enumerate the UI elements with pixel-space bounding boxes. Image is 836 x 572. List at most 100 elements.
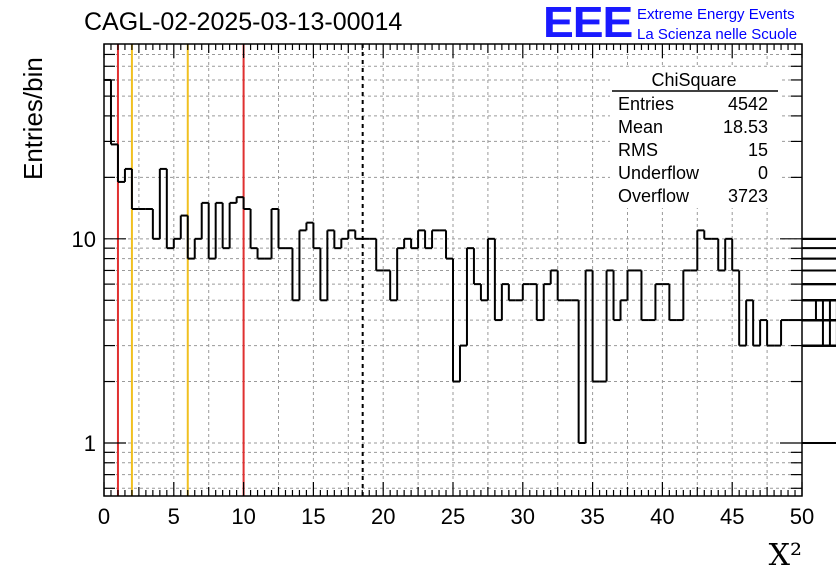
stats-row-value: 18.53 bbox=[723, 117, 768, 137]
x-tick-label: 20 bbox=[371, 504, 395, 529]
histogram-bin bbox=[612, 270, 621, 322]
x-tick-label: 45 bbox=[720, 504, 744, 529]
histogram-bin bbox=[235, 196, 244, 203]
histogram-bin bbox=[724, 237, 733, 271]
histogram-bin bbox=[802, 283, 836, 286]
histogram-bin bbox=[193, 237, 202, 259]
stats-title: ChiSquare bbox=[651, 70, 736, 90]
histogram-bin bbox=[424, 230, 433, 250]
histogram-bin bbox=[802, 300, 824, 347]
histogram-bin bbox=[549, 269, 558, 285]
stats-row-label: Underflow bbox=[618, 163, 700, 183]
logo-line-1: Extreme Energy Events bbox=[637, 6, 795, 23]
x-tick-label: 25 bbox=[441, 504, 465, 529]
histogram-bin bbox=[242, 197, 251, 210]
histogram-bin bbox=[158, 167, 167, 239]
stats-row-value: 0 bbox=[758, 163, 768, 183]
histogram-bin bbox=[654, 283, 663, 321]
histogram-bin bbox=[431, 229, 440, 249]
x-tick-label: 10 bbox=[231, 504, 255, 529]
x-tick-label: 5 bbox=[168, 504, 180, 529]
stats-row-label: Mean bbox=[618, 117, 663, 137]
histogram-bin bbox=[277, 208, 286, 250]
histogram-bin bbox=[298, 229, 307, 301]
x-tick-label: 35 bbox=[580, 504, 604, 529]
histogram-bin bbox=[802, 257, 836, 260]
histogram-bin bbox=[507, 284, 516, 302]
histogram-bin bbox=[207, 202, 216, 260]
stats-row-label: RMS bbox=[618, 140, 658, 160]
histogram-bin bbox=[802, 257, 836, 260]
histogram-bin bbox=[417, 229, 426, 249]
logo-line-2: La Scienza nelle Scuole bbox=[637, 26, 798, 43]
histogram-bin bbox=[452, 258, 460, 383]
histogram-bin bbox=[151, 208, 160, 240]
stats-row-label: Overflow bbox=[618, 186, 690, 206]
histogram-bin bbox=[256, 248, 265, 260]
x-tick-label: 15 bbox=[301, 504, 325, 529]
histogram-bin bbox=[221, 202, 230, 250]
histogram-bin bbox=[619, 299, 628, 321]
histogram-bin bbox=[326, 229, 335, 301]
histogram-bin bbox=[703, 230, 712, 240]
histogram-bin bbox=[270, 207, 279, 259]
stats-row-value: 15 bbox=[748, 140, 768, 160]
reference-lines bbox=[116, 44, 364, 496]
x-tick-label: 30 bbox=[511, 504, 535, 529]
histogram-bin bbox=[542, 283, 551, 321]
histogram-bin bbox=[458, 344, 467, 382]
eee-logo: EEE Extreme Energy Events La Scienza nel… bbox=[543, 0, 833, 47]
stats-row-value: 4542 bbox=[728, 94, 768, 114]
histogram-bin bbox=[403, 237, 412, 249]
histogram-bin bbox=[410, 238, 419, 250]
histogram-bin bbox=[123, 167, 132, 182]
histogram-bin bbox=[668, 284, 677, 322]
histogram-bin bbox=[486, 237, 495, 301]
histogram-bin bbox=[354, 230, 363, 240]
histogram-bin bbox=[130, 168, 139, 210]
x-tick-label: 50 bbox=[790, 504, 814, 529]
histogram-bin bbox=[556, 270, 565, 302]
histogram-bin bbox=[802, 247, 836, 250]
histogram-bin bbox=[472, 248, 481, 286]
histogram-bin bbox=[696, 229, 705, 271]
x-tick-label: 0 bbox=[98, 504, 110, 529]
x-tick-label: 40 bbox=[650, 504, 674, 529]
histogram-bin bbox=[249, 208, 258, 250]
histogram-bin bbox=[165, 168, 174, 250]
histogram-bin bbox=[759, 319, 768, 346]
histogram-bin bbox=[347, 229, 356, 239]
histogram-bin bbox=[626, 269, 635, 301]
histogram-bin bbox=[172, 237, 181, 249]
y-tick-label: 10 bbox=[72, 227, 96, 252]
histogram-bins bbox=[104, 78, 836, 444]
y-tick-label: 1 bbox=[84, 431, 96, 456]
histogram-bin bbox=[312, 222, 321, 250]
histogram-bin bbox=[179, 214, 188, 239]
eee-logo-letters: EEE bbox=[543, 0, 633, 47]
stats-row-value: 3723 bbox=[728, 186, 768, 206]
histogram-bin bbox=[465, 247, 474, 346]
histogram-bin bbox=[766, 320, 775, 347]
histogram-bin bbox=[802, 269, 836, 272]
histogram-bin bbox=[802, 283, 836, 286]
histogram-bin bbox=[591, 270, 600, 383]
histogram-bin bbox=[479, 284, 488, 302]
histogram-bin bbox=[445, 230, 453, 260]
histogram-bin bbox=[389, 270, 398, 302]
stats-box: ChiSquare Entries 4542 Mean 18.53 RMS 15 Under… bbox=[610, 68, 780, 208]
histogram-bin bbox=[228, 201, 237, 249]
histogram-bin bbox=[493, 238, 502, 322]
axis-tick-labels: 0 5 10 15 20 25 30 35 40 45 50 1 10 bbox=[72, 227, 815, 529]
y-axis-title: Entries/bin bbox=[18, 57, 48, 180]
histogram-bin bbox=[200, 201, 209, 239]
histogram-bin bbox=[584, 269, 593, 443]
histogram-bin bbox=[731, 238, 740, 272]
histogram-bin bbox=[535, 284, 544, 322]
histogram-bin bbox=[752, 300, 761, 347]
histogram-bin bbox=[717, 238, 726, 272]
histogram-bin bbox=[640, 270, 649, 322]
stats-row-label: Entries bbox=[618, 94, 674, 114]
histogram-bin bbox=[745, 299, 754, 346]
